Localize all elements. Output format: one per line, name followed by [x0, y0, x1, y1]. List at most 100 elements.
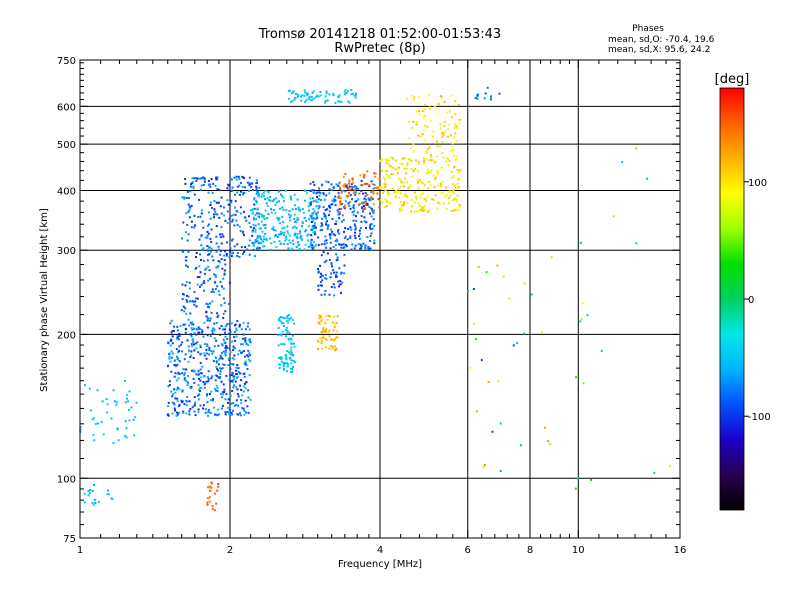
data-point — [292, 242, 295, 245]
data-point — [192, 185, 195, 188]
data-point — [353, 234, 356, 237]
data-point — [230, 362, 233, 365]
data-point — [202, 259, 205, 262]
data-point — [612, 215, 615, 218]
data-point — [207, 408, 210, 411]
x-tick-label: 6 — [465, 545, 471, 556]
data-point — [130, 406, 133, 409]
data-point — [318, 187, 321, 190]
data-point — [96, 389, 99, 392]
data-point — [249, 360, 252, 363]
data-point — [213, 273, 216, 276]
data-point — [356, 211, 359, 214]
data-point — [255, 179, 258, 182]
data-point — [384, 183, 387, 186]
data-point — [220, 212, 223, 215]
data-point — [233, 245, 236, 248]
data-point — [352, 204, 355, 207]
data-point — [339, 283, 342, 286]
data-point — [319, 264, 322, 267]
data-point — [211, 352, 214, 355]
data-point — [359, 232, 361, 235]
data-point — [310, 201, 313, 204]
data-point — [220, 407, 223, 410]
data-point — [197, 373, 200, 376]
data-point — [178, 403, 181, 406]
data-point — [454, 113, 457, 116]
data-point — [193, 193, 196, 196]
data-point — [281, 322, 283, 325]
data-point — [230, 255, 233, 258]
data-point — [370, 207, 373, 210]
data-point — [345, 194, 348, 197]
data-point — [258, 212, 261, 215]
data-point — [337, 280, 340, 283]
data-point — [195, 256, 197, 258]
data-point — [426, 195, 429, 198]
data-point — [477, 265, 480, 268]
data-point — [222, 393, 225, 396]
data-point — [232, 349, 235, 352]
data-point — [207, 378, 210, 380]
data-point — [272, 209, 275, 211]
data-point — [412, 150, 415, 153]
data-point — [244, 399, 247, 402]
data-point — [255, 188, 258, 191]
data-point — [320, 222, 323, 225]
data-point — [260, 213, 263, 216]
data-point — [170, 331, 173, 334]
data-point — [416, 110, 419, 113]
data-point — [349, 207, 352, 210]
data-point — [255, 187, 258, 189]
data-point — [394, 195, 397, 198]
data-point — [455, 208, 458, 211]
data-point — [355, 93, 357, 96]
data-point — [287, 314, 290, 317]
data-point — [433, 105, 436, 108]
data-point — [202, 176, 205, 179]
data-point — [214, 184, 217, 187]
data-point — [335, 253, 338, 256]
data-point — [247, 396, 250, 399]
data-point — [350, 89, 353, 92]
data-point — [189, 407, 192, 410]
data-point — [373, 209, 375, 212]
data-point — [169, 322, 172, 325]
data-point — [206, 319, 209, 322]
data-point — [251, 189, 254, 191]
data-point — [497, 380, 500, 383]
data-point — [454, 122, 457, 125]
data-point — [274, 234, 277, 236]
data-point — [283, 231, 286, 234]
data-point — [366, 202, 369, 205]
data-point — [94, 423, 97, 425]
data-point — [432, 135, 434, 138]
data-point — [226, 199, 229, 202]
data-point — [436, 145, 439, 148]
data-point — [280, 230, 283, 233]
data-point — [199, 344, 202, 347]
data-point — [242, 177, 245, 179]
data-point — [227, 398, 230, 401]
data-point — [252, 229, 254, 232]
data-point — [283, 317, 286, 319]
data-point — [423, 162, 425, 165]
data-point — [183, 196, 186, 199]
data-point — [231, 218, 234, 221]
data-point — [188, 410, 191, 413]
data-point — [269, 196, 272, 199]
data-point — [281, 357, 283, 360]
data-point — [210, 311, 213, 314]
data-point — [439, 123, 442, 126]
data-point — [331, 218, 334, 220]
data-point — [278, 319, 281, 322]
data-point — [334, 248, 337, 251]
data-point — [224, 347, 227, 349]
data-point — [338, 182, 341, 185]
data-point — [335, 183, 338, 186]
data-point — [426, 152, 429, 154]
data-point — [199, 404, 202, 407]
data-point — [289, 352, 292, 355]
data-point — [263, 195, 265, 197]
data-point — [83, 492, 86, 495]
